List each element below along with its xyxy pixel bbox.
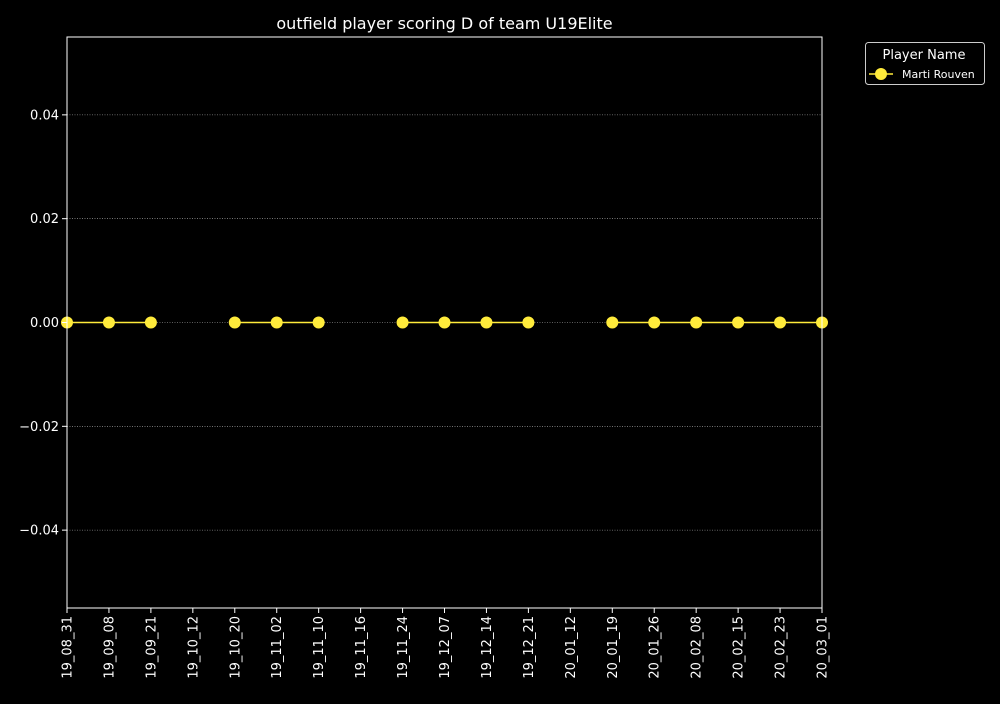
data-point <box>438 316 451 329</box>
x-tick-label: 19_11_24 <box>396 616 411 679</box>
legend-frame <box>865 42 985 85</box>
x-tick-label: 20_01_12 <box>564 616 579 679</box>
chart-title: outfield player scoring D of team U19Eli… <box>276 14 612 33</box>
data-point <box>648 316 661 329</box>
x-tick-label: 19_11_10 <box>312 616 327 679</box>
x-tick-label: 19_11_16 <box>354 616 369 679</box>
data-point <box>396 316 409 329</box>
data-point <box>690 316 703 329</box>
y-tick-label: 0.00 <box>30 316 59 331</box>
x-tick-label: 20_01_26 <box>648 616 663 679</box>
x-tick-label: 19_09_21 <box>144 616 159 679</box>
x-tick-label: 19_12_07 <box>438 616 453 679</box>
x-tick-label: 19_10_12 <box>186 616 201 679</box>
legend-entry-label: Marti Rouven <box>902 68 975 81</box>
y-tick-label: 0.02 <box>30 212 59 227</box>
y-tick-label: −0.04 <box>19 524 59 539</box>
legend-title: Player Name <box>883 48 966 63</box>
legend: Player Name Marti Rouven <box>865 42 985 85</box>
legend-marker-swatch <box>875 68 887 80</box>
y-tick-label: −0.02 <box>19 420 59 435</box>
x-tick-label: 19_12_14 <box>480 616 495 679</box>
y-axis: −0.04 −0.02 0.00 0.02 0.04 <box>19 108 67 539</box>
series-layer <box>61 316 828 329</box>
x-tick-label: 19_08_31 <box>61 616 76 679</box>
data-point <box>732 316 745 329</box>
x-tick-label: 19_10_20 <box>228 616 243 679</box>
data-point <box>144 316 157 329</box>
data-point <box>228 316 241 329</box>
x-tick-label: 20_02_15 <box>732 616 747 679</box>
x-tick-label: 20_02_08 <box>690 616 705 679</box>
data-point <box>606 316 619 329</box>
data-point <box>480 316 493 329</box>
data-point <box>312 316 325 329</box>
x-tick-label: 20_02_23 <box>774 616 789 679</box>
y-tick-label: 0.04 <box>30 108 59 123</box>
x-tick-label: 19_11_02 <box>270 616 285 679</box>
data-point <box>102 316 115 329</box>
data-point <box>270 316 283 329</box>
x-axis: 19_08_31 19_09_08 19_09_21 19_10_12 19_10_20… <box>61 608 831 679</box>
data-point <box>522 316 535 329</box>
x-tick-label: 19_12_21 <box>522 616 537 679</box>
x-tick-label: 20_01_19 <box>606 616 621 679</box>
x-tick-label: 20_03_01 <box>816 616 831 679</box>
data-point <box>774 316 787 329</box>
x-tick-label: 19_09_08 <box>102 616 117 679</box>
